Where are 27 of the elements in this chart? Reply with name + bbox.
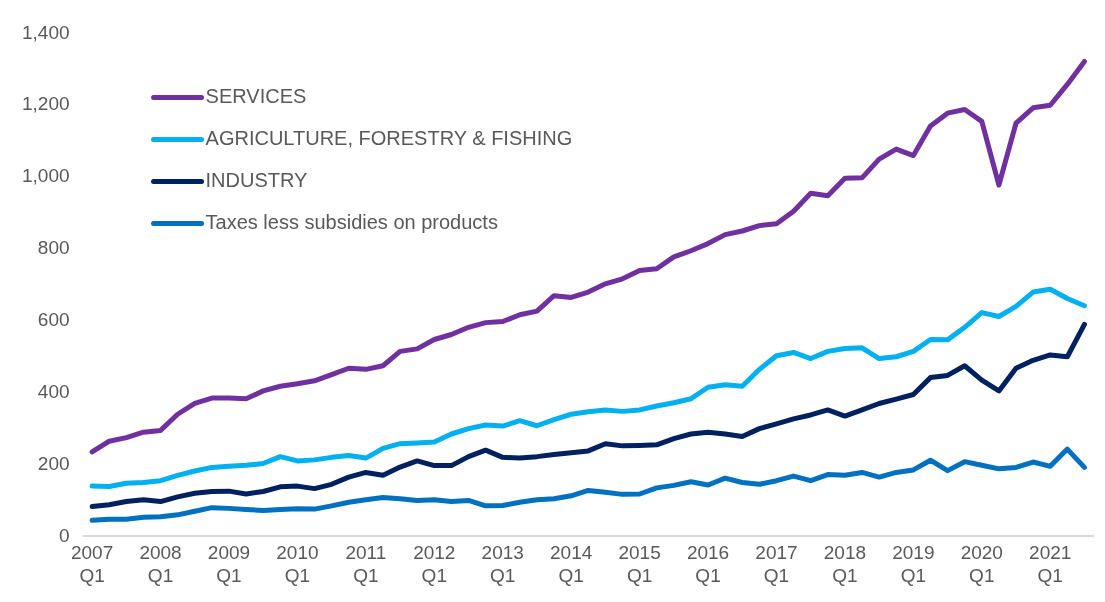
y-tick-label: 1,400: [22, 21, 70, 43]
x-tick-label: 2011 Q1: [345, 542, 387, 586]
x-tick-label: 2008 Q1: [139, 542, 182, 586]
x-tick-label: 2007 Q1: [70, 542, 114, 586]
legend-label: AGRICULTURE, FORESTRY & FISHING: [205, 126, 573, 149]
x-tick-label: 2021 Q1: [1029, 542, 1072, 586]
y-tick-label: 200: [37, 452, 70, 474]
y-tick-label: 800: [37, 237, 70, 259]
x-tick-label: 2016 Q1: [686, 542, 730, 586]
legend-label: INDUSTRY: [205, 168, 308, 191]
y-tick-label: 0: [58, 524, 70, 546]
legend-label: Taxes less subsidies on products: [205, 210, 498, 233]
x-tick-label: 2014 Q1: [550, 542, 593, 586]
x-tick-label: 2012 Q1: [413, 542, 456, 586]
legend-label: SERVICES: [205, 84, 307, 107]
y-tick-label: 600: [37, 309, 70, 331]
x-tick-label: 2009 Q1: [207, 542, 251, 586]
x-tick-label: 2017 Q1: [755, 542, 798, 586]
x-tick-label: 2015 Q1: [618, 542, 661, 586]
x-tick-label: 2010 Q1: [276, 542, 319, 586]
y-tick-label: 1,000: [22, 165, 70, 187]
x-tick-label: 2013 Q1: [481, 542, 524, 586]
x-tick-label: 2019 Q1: [892, 542, 935, 586]
x-tick-label: 2020 Q1: [960, 542, 1003, 586]
x-tick-label: 2018 Q1: [823, 542, 867, 586]
y-tick-label: 1,200: [22, 93, 70, 115]
y-tick-label: 400: [37, 380, 70, 402]
